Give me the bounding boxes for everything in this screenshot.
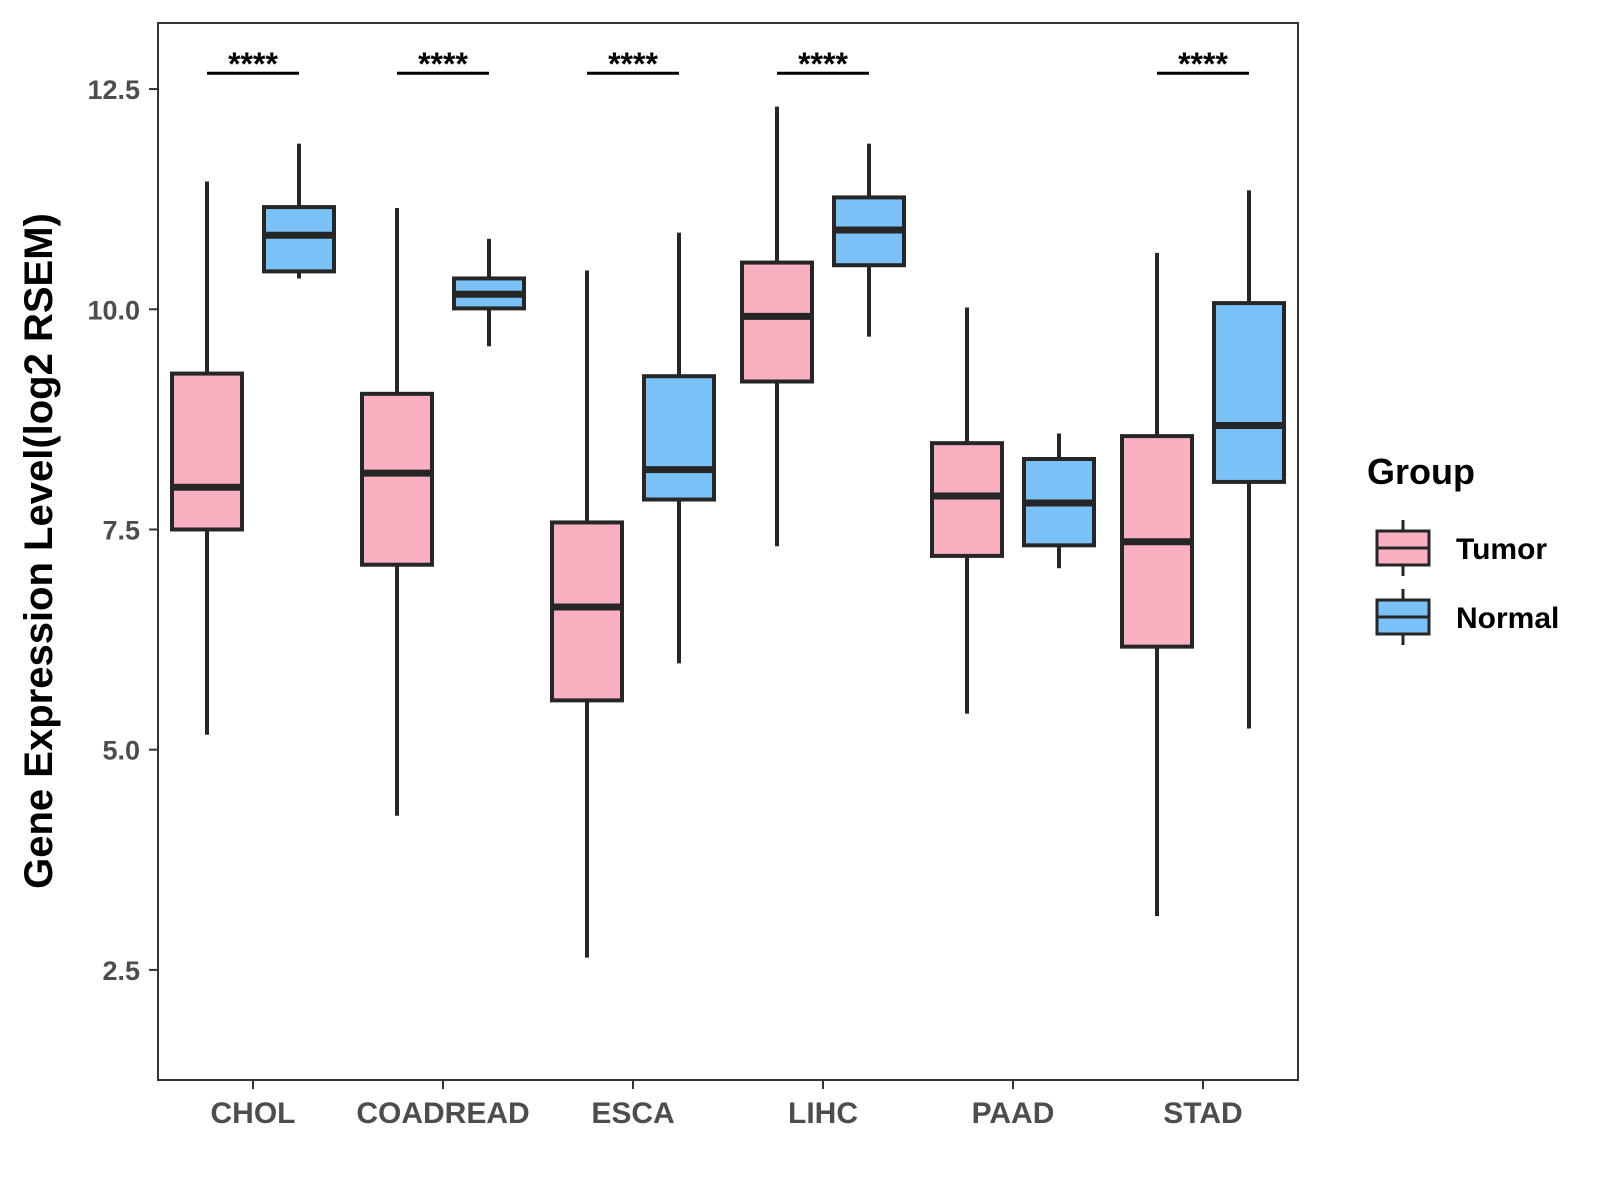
y-axis: 2.5 5.0 7.5 10.0 12.5 <box>87 75 158 986</box>
box-body <box>262 205 336 274</box>
y-tick-label: 5.0 <box>102 736 140 766</box>
legend: Group Tumor Normal <box>1367 451 1559 645</box>
legend-entries: Tumor Normal <box>1375 520 1559 645</box>
box-body <box>550 520 624 703</box>
plot-panel <box>157 22 1299 1081</box>
y-tick-label: 12.5 <box>87 75 140 105</box>
significance-label: **** <box>608 46 658 82</box>
box-normal-stad <box>1212 190 1286 729</box>
y-axis-title: Gene Expression Level(log2 RSEM) <box>17 213 61 889</box>
legend-title: Group <box>1367 451 1475 492</box>
x-tick-label-esca: ESCA <box>591 1097 674 1130</box>
box-body <box>930 441 1004 558</box>
box-body <box>170 371 244 532</box>
significance-annotations: **** **** **** **** **** <box>207 46 1249 82</box>
box-body <box>1212 301 1286 484</box>
x-axis: CHOL COADREAD ESCA LIHC PAAD STAD <box>211 1080 1243 1130</box>
significance-label: **** <box>418 46 468 82</box>
box-body <box>642 374 716 502</box>
box-body <box>360 391 434 567</box>
box-series <box>170 106 1286 958</box>
legend-label: Tumor <box>1456 533 1547 566</box>
legend-label: Normal <box>1456 602 1559 635</box>
box-tumor-paad <box>930 307 1004 714</box>
y-tick-label: 10.0 <box>87 295 140 325</box>
significance-label: **** <box>798 46 848 82</box>
box-tumor-stad <box>1120 252 1194 917</box>
box-tumor-coadread <box>360 207 434 816</box>
legend-entry-tumor: Tumor <box>1375 520 1547 576</box>
box-normal-chol <box>262 143 336 279</box>
x-tick-label-lihc: LIHC <box>788 1097 858 1130</box>
x-tick-label-chol: CHOL <box>211 1097 296 1130</box>
box-normal-coadread <box>452 238 526 347</box>
box-tumor-chol <box>170 181 244 735</box>
box-normal-paad <box>1022 433 1096 569</box>
y-tick-label: 2.5 <box>102 956 140 986</box>
significance-label: **** <box>1178 46 1228 82</box>
box-normal-esca <box>642 232 716 664</box>
significance-label: **** <box>228 46 278 82</box>
box-tumor-lihc <box>740 106 814 547</box>
x-tick-label-coadread: COADREAD <box>356 1097 529 1130</box>
y-tick-label: 7.5 <box>102 515 140 545</box>
box-tumor-esca <box>550 270 624 958</box>
legend-entry-normal: Normal <box>1375 589 1559 645</box>
box-body <box>740 260 814 384</box>
x-tick-label-stad: STAD <box>1163 1097 1242 1130</box>
box-normal-lihc <box>832 143 906 337</box>
x-tick-label-paad: PAAD <box>972 1097 1055 1130</box>
